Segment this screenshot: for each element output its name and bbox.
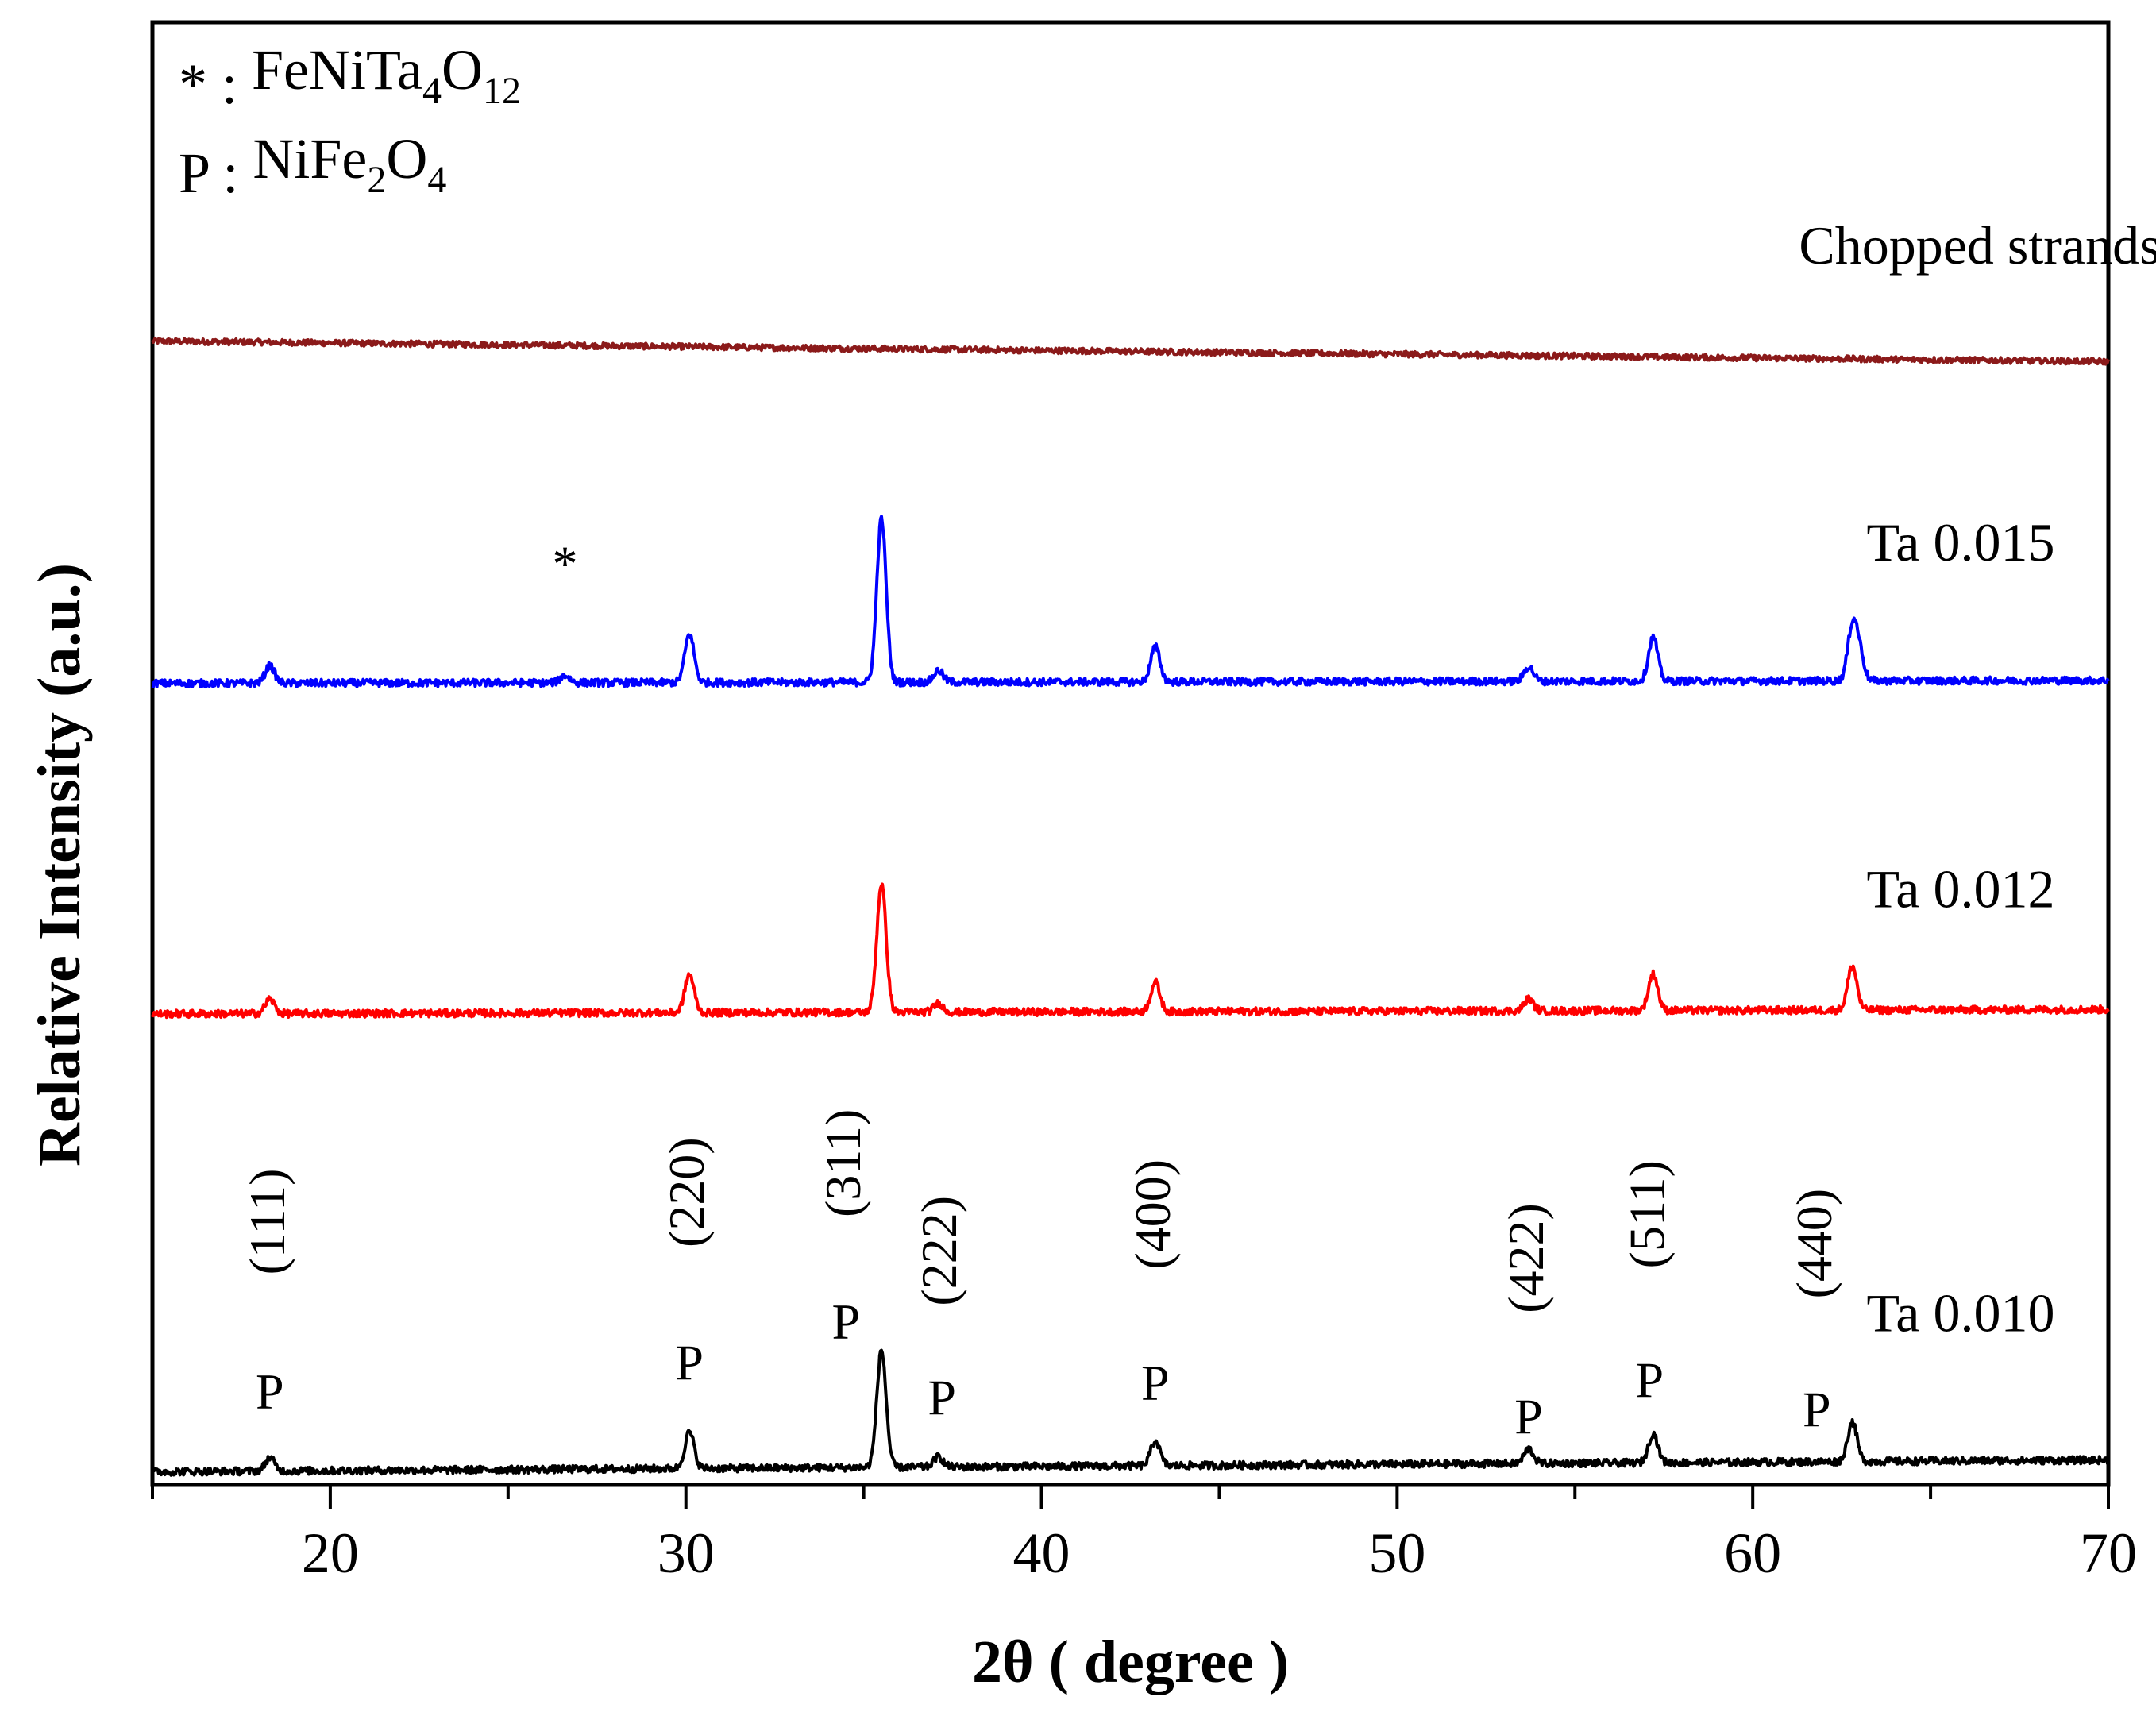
series-group: Chopped strands Ta 0.015 Ta 0.012 Ta 0.010 — [151, 215, 2156, 1477]
series-label: Chopped strands — [1799, 215, 2156, 276]
peak-phase-label: P — [1141, 1355, 1170, 1411]
plot-frame — [150, 20, 2111, 1487]
peak-star-marker: * — [552, 536, 577, 592]
peak-phase-label: P — [928, 1370, 956, 1426]
plot-border — [150, 20, 2111, 1487]
peak-hkl-label: (511) — [1618, 1160, 1675, 1268]
x-axis-ticks: 20 30 40 50 60 70 — [151, 1485, 2137, 1585]
peak-hkl-label: (111) — [239, 1169, 295, 1275]
x-tick-label: 30 — [658, 1521, 715, 1585]
series-line — [151, 882, 2110, 1020]
peak-annotations: * P (111) P (220) P (311) P (222) P (400) P (422) P (5… — [239, 536, 1842, 1445]
series-ta-0-010: Ta 0.010 — [151, 1283, 2110, 1477]
x-tick-label: 60 — [1724, 1521, 1781, 1585]
series-label: Ta 0.010 — [1866, 1283, 2054, 1344]
series-ta-0-012: Ta 0.012 — [151, 858, 2110, 1020]
x-tick-label: 50 — [1368, 1521, 1425, 1585]
peak-hkl-label: (222) — [911, 1196, 967, 1306]
series-chopped-strands: Chopped strands — [151, 215, 2156, 366]
peak-phase-label: P — [831, 1294, 860, 1350]
peak-hkl-label: (422) — [1498, 1203, 1554, 1313]
peak-phase-label: P — [1514, 1389, 1543, 1445]
legend-entry: * : FeNiTa4O12 — [179, 38, 521, 116]
peak-phase-label: P — [256, 1363, 284, 1420]
legend-entry: P : NiFe2O4 — [179, 127, 446, 205]
x-axis-title: 2θ ( degree ) — [972, 1629, 1289, 1695]
series-line — [151, 336, 2110, 366]
series-line — [151, 515, 2110, 688]
series-label: Ta 0.015 — [1866, 512, 2054, 573]
x-tick-label: 70 — [2080, 1521, 2137, 1585]
legend: * : FeNiTa4O12 P : NiFe2O4 — [179, 38, 521, 205]
peak-phase-label: P — [1803, 1381, 1831, 1437]
y-axis-title: Relative Intensity (a.u.) — [26, 563, 93, 1166]
peak-hkl-label: (311) — [815, 1109, 871, 1217]
series-line — [151, 1348, 2110, 1477]
peak-hkl-label: (220) — [658, 1137, 715, 1247]
x-tick-label: 20 — [302, 1521, 359, 1585]
series-ta-0-015: Ta 0.015 — [151, 512, 2110, 688]
x-tick-label: 40 — [1013, 1521, 1070, 1585]
peak-hkl-label: (440) — [1786, 1189, 1842, 1299]
peak-hkl-label: (400) — [1124, 1159, 1181, 1270]
peak-phase-label: P — [1636, 1351, 1664, 1408]
peak-phase-label: P — [675, 1334, 704, 1390]
series-label: Ta 0.012 — [1866, 858, 2054, 919]
